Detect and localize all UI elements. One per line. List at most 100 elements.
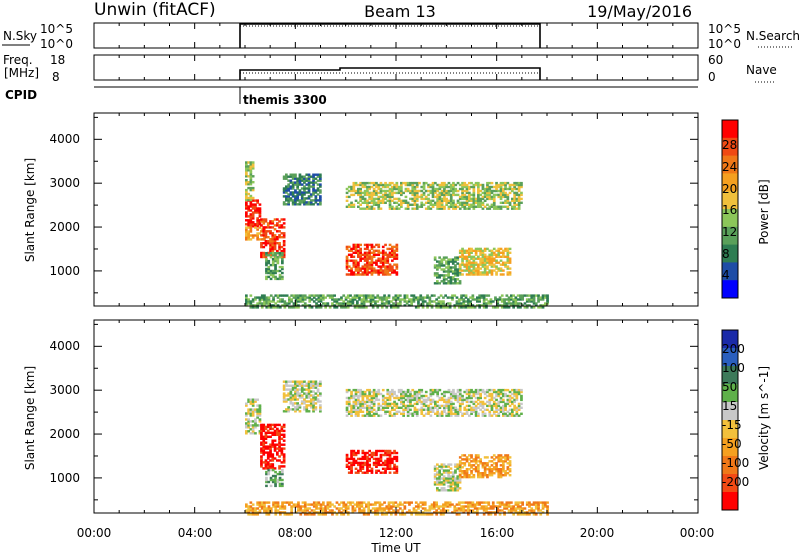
data-cell bbox=[458, 479, 462, 482]
data-cell bbox=[500, 503, 504, 506]
data-cell bbox=[319, 410, 322, 413]
data-cell bbox=[322, 296, 325, 299]
data-cell bbox=[456, 258, 460, 261]
data-cell bbox=[442, 479, 446, 482]
data-cell bbox=[428, 302, 432, 305]
data-cell bbox=[492, 404, 496, 408]
data-cell bbox=[470, 199, 473, 202]
data-cell bbox=[256, 221, 259, 224]
data-cell bbox=[508, 185, 512, 189]
data-cell bbox=[301, 294, 305, 297]
data-cell bbox=[262, 429, 266, 433]
data-cell bbox=[519, 507, 522, 510]
data-cell bbox=[396, 296, 400, 299]
data-cell bbox=[443, 207, 446, 210]
data-cell bbox=[314, 386, 318, 389]
data-cell bbox=[309, 195, 313, 198]
data-cell bbox=[247, 169, 250, 172]
data-cell bbox=[523, 513, 527, 516]
data-cell bbox=[410, 511, 413, 514]
data-cell bbox=[396, 505, 400, 508]
data-cell bbox=[262, 230, 266, 233]
data-cell bbox=[498, 509, 502, 512]
data-cell bbox=[283, 300, 287, 303]
data-cell bbox=[354, 267, 358, 270]
data-cell bbox=[400, 183, 403, 187]
data-cell bbox=[440, 207, 444, 210]
data-cell bbox=[437, 296, 441, 299]
data-cell bbox=[481, 191, 485, 195]
data-cell bbox=[497, 402, 501, 406]
data-cell bbox=[399, 302, 402, 305]
data-cell bbox=[469, 306, 472, 309]
data-cell bbox=[266, 423, 270, 427]
data-cell bbox=[319, 408, 322, 411]
data-cell bbox=[506, 193, 510, 197]
data-cell bbox=[490, 398, 494, 402]
data-cell bbox=[451, 471, 455, 474]
data-cell bbox=[386, 398, 390, 402]
data-cell bbox=[477, 390, 480, 394]
data-cell bbox=[354, 414, 358, 417]
data-cell bbox=[273, 445, 277, 448]
data-cell bbox=[468, 271, 471, 274]
data-cell bbox=[265, 252, 268, 255]
data-cell bbox=[363, 461, 367, 465]
data-cell bbox=[397, 207, 401, 210]
data-cell bbox=[262, 461, 266, 464]
data-cell bbox=[383, 294, 386, 297]
data-cell bbox=[274, 271, 277, 275]
data-cell bbox=[508, 474, 512, 477]
data-cell bbox=[366, 191, 369, 195]
data-cell bbox=[483, 273, 487, 276]
data-cell bbox=[256, 306, 259, 309]
data-cell bbox=[486, 197, 489, 201]
data-cell bbox=[461, 458, 464, 461]
data-cell bbox=[477, 273, 480, 276]
data-cell bbox=[283, 511, 287, 514]
data-cell bbox=[534, 294, 538, 297]
data-cell bbox=[395, 455, 399, 459]
data-cell bbox=[267, 269, 271, 273]
data-cell bbox=[456, 278, 460, 281]
data-cell bbox=[472, 392, 476, 396]
data-cell bbox=[470, 263, 473, 266]
data-cell bbox=[260, 449, 263, 452]
data-cell bbox=[470, 247, 473, 251]
data-cell bbox=[492, 257, 496, 260]
data-cell bbox=[357, 414, 360, 417]
data-cell bbox=[365, 298, 368, 301]
data-cell bbox=[264, 445, 268, 448]
data-cell bbox=[363, 400, 367, 404]
data-cell bbox=[300, 396, 304, 399]
data-cell bbox=[426, 513, 429, 516]
data-cell bbox=[489, 507, 493, 510]
data-cell bbox=[417, 298, 420, 301]
data-cell bbox=[354, 408, 358, 411]
data-cell bbox=[422, 203, 426, 206]
data-cell bbox=[436, 392, 439, 396]
data-cell bbox=[490, 408, 494, 411]
data-cell bbox=[279, 511, 282, 514]
data-cell bbox=[470, 269, 473, 272]
data-cell bbox=[461, 402, 464, 406]
data-cell bbox=[388, 273, 392, 276]
data-cell bbox=[377, 271, 381, 274]
data-cell bbox=[409, 183, 412, 187]
data-cell bbox=[468, 205, 471, 208]
data-cell bbox=[418, 205, 421, 208]
data-cell bbox=[278, 423, 281, 427]
data-cell bbox=[264, 236, 268, 239]
data-cell bbox=[361, 273, 365, 276]
data-cell bbox=[375, 261, 378, 264]
data-cell bbox=[481, 263, 485, 266]
data-cell bbox=[354, 245, 358, 249]
data-cell bbox=[417, 513, 420, 516]
data-cell bbox=[406, 398, 410, 402]
colorbar-swatch bbox=[722, 209, 738, 228]
colorbar-swatch bbox=[722, 438, 738, 457]
data-cell bbox=[258, 298, 262, 301]
data-cell bbox=[436, 189, 439, 193]
data-cell bbox=[472, 458, 476, 461]
data-cell bbox=[354, 269, 358, 272]
